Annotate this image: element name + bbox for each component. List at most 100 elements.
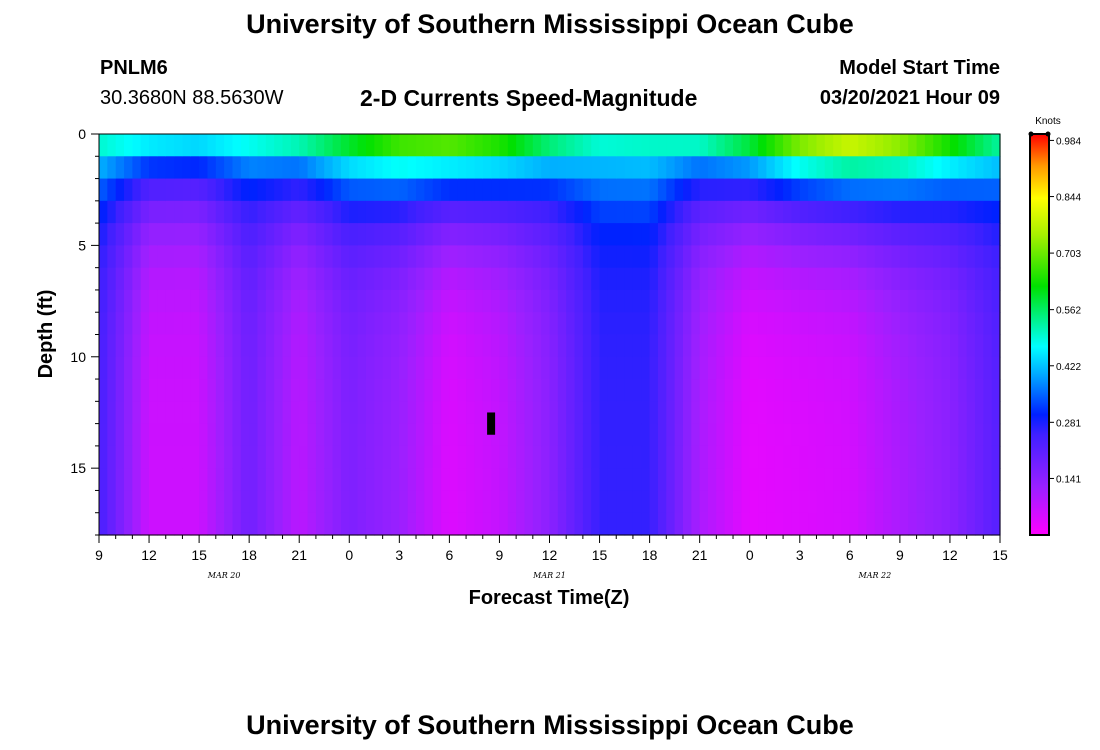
- heat-cell: [115, 245, 125, 269]
- heat-cell: [791, 178, 801, 202]
- x-tick-label: 9: [95, 547, 103, 563]
- heat-cell: [332, 312, 342, 336]
- heat-cell: [858, 245, 868, 269]
- heat-cell: [632, 445, 642, 469]
- heat-cell: [457, 245, 467, 269]
- heat-cell: [908, 445, 918, 469]
- heat-cell: [332, 379, 342, 402]
- heat-cell: [641, 401, 651, 425]
- heat-cell: [457, 289, 467, 313]
- heat-cell: [541, 423, 551, 447]
- colorbar-cap-right: [1045, 131, 1051, 137]
- heat-cell: [207, 134, 217, 157]
- heat-cell: [883, 134, 893, 157]
- heat-cell: [324, 334, 334, 358]
- heat-cell: [974, 178, 984, 202]
- heat-cell: [357, 334, 367, 358]
- heat-cell: [165, 423, 175, 447]
- heat-cell: [632, 356, 642, 380]
- heat-cell: [190, 379, 200, 402]
- heat-cell: [416, 156, 425, 180]
- heat-cell: [958, 512, 968, 536]
- heat-cell: [466, 312, 476, 336]
- heat-cell: [916, 334, 926, 358]
- heat-cell: [591, 267, 601, 291]
- heat-cell: [507, 223, 517, 246]
- heat-cell: [215, 334, 225, 358]
- heat-cell: [541, 490, 551, 514]
- heat-cell: [991, 178, 1001, 202]
- heat-cell: [474, 490, 484, 514]
- heat-cell: [282, 134, 292, 157]
- heat-cell: [340, 267, 350, 291]
- heat-cell: [382, 334, 392, 358]
- heat-cell: [749, 267, 759, 291]
- heat-cell: [983, 490, 993, 514]
- heat-cell: [808, 356, 818, 380]
- heat-cell: [349, 178, 359, 202]
- heat-cell: [407, 134, 417, 157]
- heat-cell: [441, 490, 450, 514]
- x-axis-title: Forecast Time(Z): [469, 587, 630, 609]
- heat-cell: [240, 512, 250, 536]
- heat-cell: [466, 223, 476, 246]
- heat-cell: [432, 490, 442, 514]
- heat-cell: [124, 468, 133, 492]
- heat-cell: [499, 200, 509, 224]
- heat-cell: [841, 267, 851, 291]
- heat-cell: [332, 468, 342, 492]
- heat-cell: [574, 200, 584, 224]
- heat-cell: [157, 245, 167, 269]
- heat-cell: [632, 178, 642, 202]
- heat-cell: [799, 267, 809, 291]
- heat-cell: [232, 267, 242, 291]
- heat-cell: [340, 156, 350, 180]
- heat-cell: [491, 423, 501, 447]
- heat-cell: [916, 289, 926, 313]
- heat-cell: [908, 223, 918, 246]
- heat-cell: [282, 423, 292, 447]
- heat-cell: [716, 156, 726, 180]
- heat-cell: [716, 178, 726, 202]
- heat-cell: [124, 334, 133, 358]
- heat-cell: [215, 445, 225, 469]
- heat-cell: [824, 512, 834, 536]
- heat-cell: [165, 401, 175, 425]
- heat-cell: [908, 267, 918, 291]
- heat-cell: [257, 178, 267, 202]
- heat-cell: [332, 445, 342, 469]
- heat-cell: [866, 356, 876, 380]
- heat-cell: [132, 178, 142, 202]
- heat-cell: [157, 200, 167, 224]
- heat-cell: [657, 223, 667, 246]
- heat-cell: [432, 245, 442, 269]
- heat-cell: [149, 200, 158, 224]
- heat-cell: [424, 312, 434, 336]
- heat-cell: [240, 223, 250, 246]
- heat-cell: [432, 401, 442, 425]
- heat-cell: [324, 267, 334, 291]
- heat-cell: [382, 423, 392, 447]
- heat-cell: [758, 512, 767, 536]
- heat-cell: [791, 223, 801, 246]
- heat-cell: [199, 312, 209, 336]
- heat-cell: [499, 512, 509, 536]
- heat-cell: [499, 312, 509, 336]
- heat-cell: [149, 312, 158, 336]
- heat-cell: [532, 312, 542, 336]
- heat-cell: [240, 468, 250, 492]
- heat-cell: [165, 379, 175, 402]
- heat-cell: [99, 379, 108, 402]
- heat-cell: [257, 423, 267, 447]
- heat-cell: [282, 289, 292, 313]
- heat-cell: [566, 223, 576, 246]
- heat-cell: [874, 356, 884, 380]
- heat-cell: [199, 356, 209, 380]
- heat-cell: [332, 423, 342, 447]
- heat-cell: [866, 134, 876, 157]
- heat-cell: [416, 512, 425, 536]
- heat-cell: [449, 445, 459, 469]
- heat-cell: [132, 134, 142, 157]
- heat-cell: [858, 468, 868, 492]
- heat-cell: [491, 445, 501, 469]
